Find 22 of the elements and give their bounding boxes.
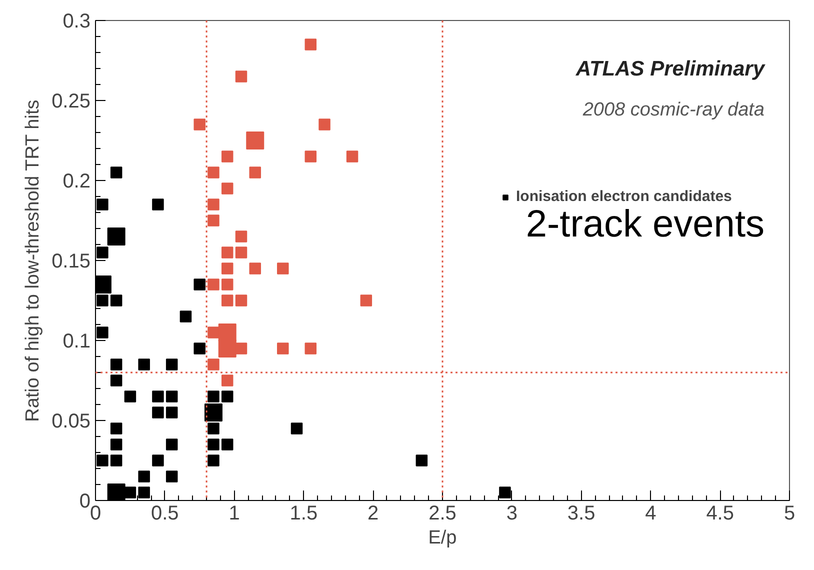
annotation: 2-track events [526, 204, 765, 246]
legend-label: Ionisation electron candidates [516, 188, 732, 205]
x-tick-label: 2.5 [428, 502, 456, 524]
x-tick-label: 5 [784, 502, 796, 524]
y-tick-label: 0.05 [52, 410, 91, 432]
y-axis-title: Ratio of high to low-threshold TRT hits [22, 100, 44, 422]
x-tick-label: 3 [506, 502, 518, 524]
x-tick-label: 4.5 [706, 502, 734, 524]
y-tick-label: 0.15 [52, 250, 91, 272]
annotation: 2008 cosmic-ray data [582, 100, 765, 120]
x-tick-label: 2 [368, 502, 379, 524]
x-tick-label: 4 [645, 502, 656, 524]
x-tick-label: 1 [228, 502, 240, 524]
x-tick-label: 3.5 [567, 502, 596, 524]
y-tick-label: 0.25 [52, 90, 91, 112]
y-tick-label: 0.2 [62, 170, 91, 192]
x-tick-label: 1.5 [290, 502, 318, 524]
x-axis-title: E/p [428, 528, 457, 548]
annotation: ATLAS Preliminary [574, 58, 766, 80]
y-tick-label: 0.3 [62, 10, 91, 32]
y-tick-label: 0.1 [62, 330, 91, 352]
x-tick-label: 0.5 [151, 502, 179, 524]
